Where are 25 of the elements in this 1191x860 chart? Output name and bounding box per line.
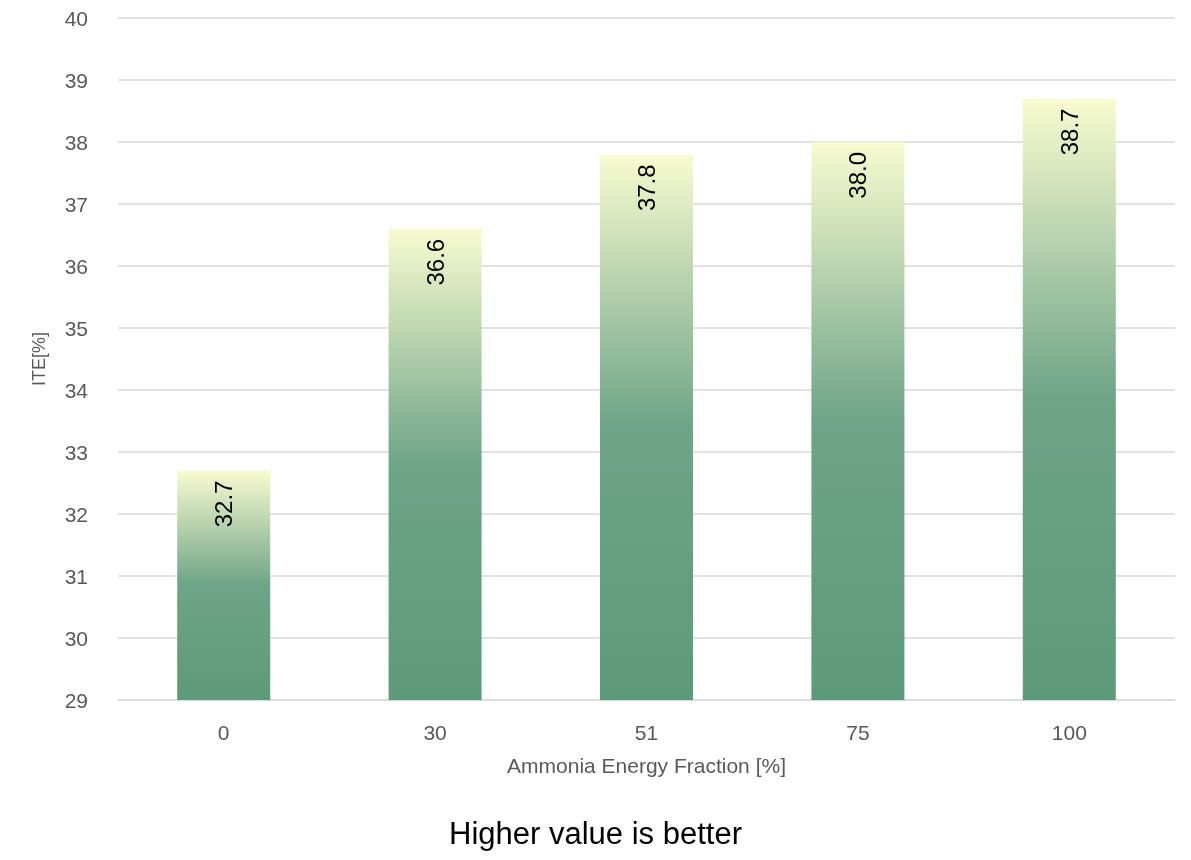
text: Higher value is better xyxy=(449,816,742,851)
x-tick-label: 30 xyxy=(423,721,447,744)
x-tick-label: 0 xyxy=(217,721,230,744)
y-tick-label: 38 xyxy=(64,130,88,154)
y-tick-label: 39 xyxy=(64,68,88,92)
data-label: 32.7 xyxy=(210,480,238,528)
x-axis-title: Ammonia Energy Fraction [%] xyxy=(507,754,786,777)
data-label: 38.7 xyxy=(1055,108,1083,156)
x-tick-label: 100 xyxy=(1051,721,1087,744)
y-tick-label: 33 xyxy=(64,440,88,464)
x-tick-label: 51 xyxy=(634,721,659,744)
data-label: 36.6 xyxy=(421,238,449,286)
y-tick-label: 35 xyxy=(64,316,88,340)
x-tick-label: 75 xyxy=(846,721,870,744)
data-label: 38.0 xyxy=(844,152,872,199)
y-tick-label: 32 xyxy=(64,502,88,526)
y-tick-label: 31 xyxy=(64,564,88,588)
y-tick-label: 34 xyxy=(64,378,89,402)
data-label: 37.8 xyxy=(633,164,660,212)
y-tick-label: 40 xyxy=(64,6,88,30)
y-tick-label: 36 xyxy=(64,254,88,278)
y-tick-label: 29 xyxy=(64,688,88,712)
y-axis-title: ITE[%] xyxy=(29,331,49,387)
y-tick-label: 37 xyxy=(64,192,88,216)
y-tick-label: 30 xyxy=(64,626,88,650)
